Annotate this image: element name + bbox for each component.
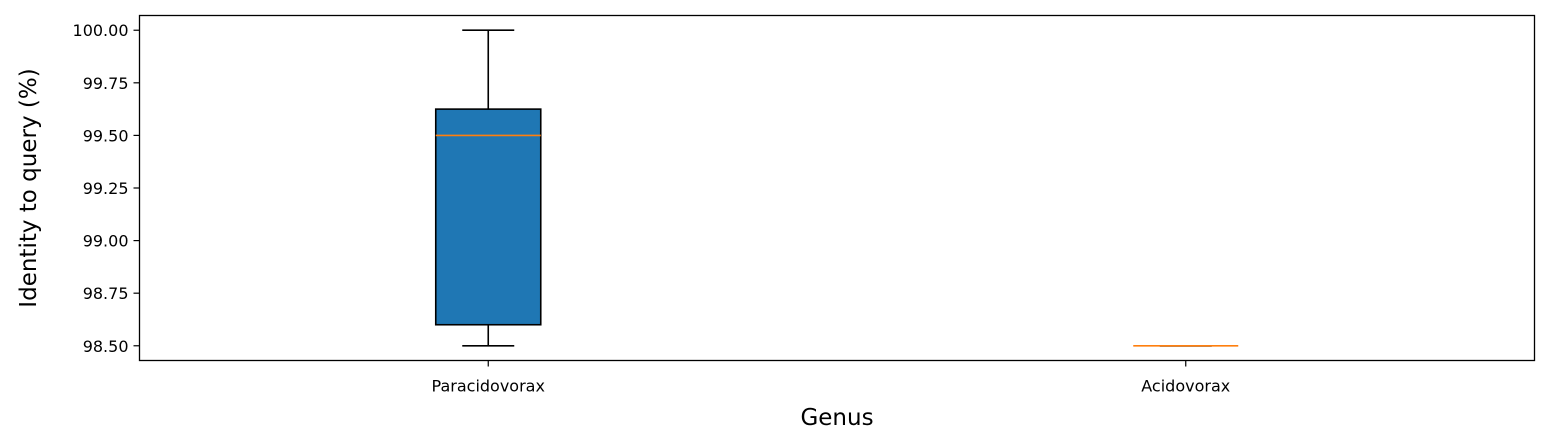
x-axis-title: Genus (800, 405, 873, 431)
box-group-paracidovorax (434, 29, 542, 347)
y-tick-label: 99.50 (83, 126, 129, 145)
plot-frame (138, 14, 1536, 362)
box-iqr (434, 108, 542, 326)
x-tick-label: Paracidovorax (432, 377, 545, 396)
x-tick-label: Acidovorax (1141, 377, 1230, 396)
y-axis-title: Identity to query (%) (16, 68, 42, 307)
y-tick-label: 99.00 (83, 232, 129, 251)
y-tick-label: 99.25 (83, 179, 129, 198)
x-axis: Paracidovorax Acidovorax (432, 360, 1230, 396)
plot-area (434, 29, 1239, 347)
y-tick-label: 100.00 (73, 21, 129, 40)
y-tick-label: 98.75 (83, 284, 129, 303)
y-tick-label: 99.75 (83, 74, 129, 93)
y-tick-label: 98.50 (83, 337, 129, 356)
y-axis: 98.50 98.75 99.00 99.25 99.50 99.75 100.00 (73, 21, 140, 356)
